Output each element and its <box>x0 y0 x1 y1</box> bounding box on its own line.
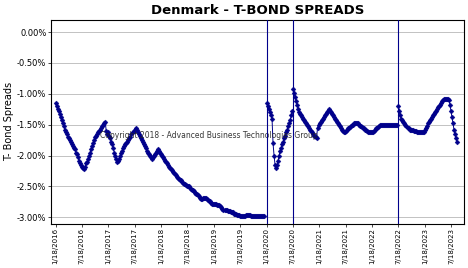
Y-axis label: T- Bond Spreads: T- Bond Spreads <box>4 82 14 161</box>
Title: Denmark - T-BOND SPREADS: Denmark - T-BOND SPREADS <box>151 4 364 17</box>
Text: Copyright 2018 - Advanced Business Technologies Group: Copyright 2018 - Advanced Business Techn… <box>100 131 318 140</box>
